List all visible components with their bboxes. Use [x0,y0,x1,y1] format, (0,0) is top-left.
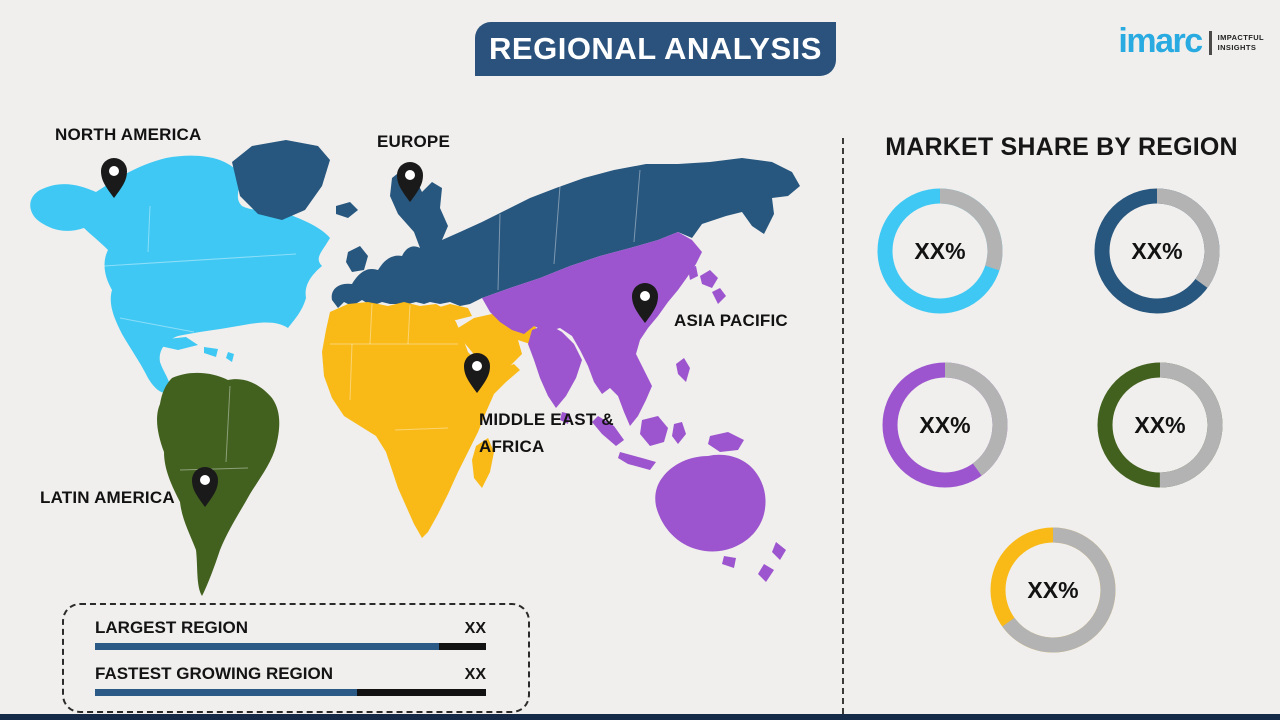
label-north-america: NORTH AMERICA [55,125,202,144]
donut-chart-2: XX% [1092,186,1222,316]
map-pin-middle-east-africa [464,353,490,393]
legend-value: XX [464,666,486,683]
dashed-divider [842,138,844,714]
donut-value: XX% [1134,411,1186,438]
legend-box: LARGEST REGION XX FASTEST GROWING REGION… [62,603,530,713]
legend-bar [95,643,486,650]
region-latin-america [157,372,280,596]
map-pin-latin-america [192,467,218,507]
footer-accent-bar [0,714,1280,720]
map-pin-asia-pacific [632,283,658,323]
donut-chart-3: XX% [880,360,1010,490]
logo-divider [1208,31,1212,55]
donut-chart-4: XX% [1095,360,1225,490]
legend-row-largest-region: LARGEST REGION XX [95,618,486,650]
region-europe [232,140,800,308]
imarc-logo: imarc IMPACTFUL INSIGHTS [1118,24,1264,58]
legend-label: LARGEST REGION [95,618,249,637]
donut-value: XX% [1131,237,1183,264]
legend-label: FASTEST GROWING REGION [95,664,334,683]
logo-tagline: IMPACTFUL INSIGHTS [1217,33,1264,52]
donut-chart-5: XX% [988,525,1118,655]
legend-bar-fill [95,643,440,650]
map-pin-north-america [101,158,127,198]
title-banner: REGIONAL ANALYSIS [475,22,836,76]
legend-bar-fill [95,689,357,696]
map-pin-europe [397,162,423,202]
donut-ring [1094,188,1220,314]
donut-value: XX% [919,411,971,438]
donut-value: XX% [914,237,966,264]
donut-ring [877,188,1003,314]
label-middle-east-africa: MIDDLE EAST & AFRICA [479,410,614,456]
country-border-lines [103,169,641,471]
page-title: REGIONAL ANALYSIS [489,31,822,66]
label-latin-america: LATIN AMERICA [40,488,175,507]
donut-value: XX% [1027,576,1079,603]
legend-bar [95,689,486,696]
donut-ring [882,362,1008,488]
donut-ring [1097,362,1223,488]
donut-ring [990,527,1116,653]
market-share-heading: MARKET SHARE BY REGION [885,133,1238,161]
label-asia-pacific: ASIA PACIFIC [674,311,788,330]
donut-chart-1: XX% [875,186,1005,316]
legend-value: XX [464,620,486,637]
legend-row-fastest-growing-region: FASTEST GROWING REGION XX [95,664,486,696]
region-asia-pacific [482,232,786,582]
label-europe: EUROPE [377,132,450,151]
logo-wordmark: imarc [1118,22,1203,60]
region-north-america [30,155,330,394]
